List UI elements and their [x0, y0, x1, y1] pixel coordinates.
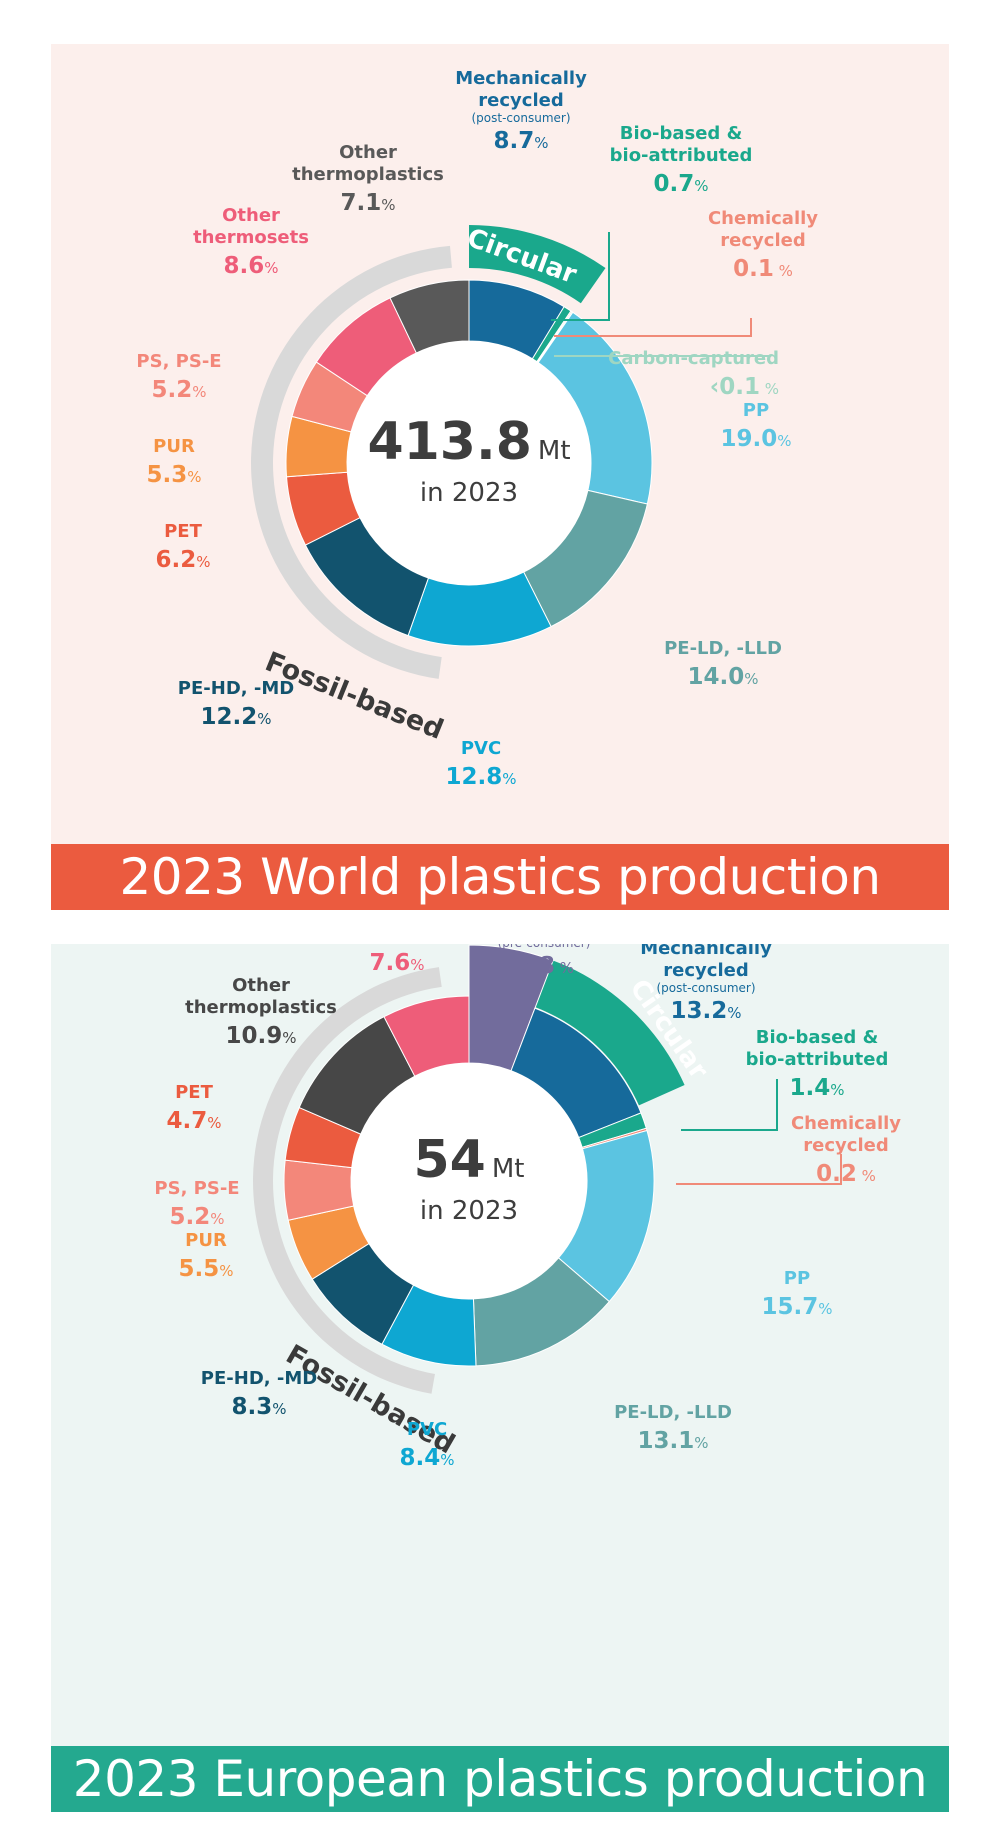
europe-value-label: 15.7%	[761, 1294, 832, 1320]
europe-category-label: thermoplastics	[185, 997, 337, 1018]
world-category-label: PE-HD, -MD	[178, 678, 294, 699]
world-total-subtitle: in 2023	[420, 478, 518, 508]
world-category-label: recycled	[478, 90, 563, 111]
europe-value-label: 7.6%	[369, 950, 424, 976]
europe-total-subtitle: in 2023	[420, 1196, 518, 1226]
world-category-label: Other	[222, 205, 280, 226]
europe-label-pe-ld-lld: PE-LD, -LLD 13.1%	[614, 1402, 732, 1454]
europe-value-label: 0.2 %	[816, 1161, 876, 1187]
world-label-pe-hd-md: PE-HD, -MD 12.2%	[178, 678, 294, 730]
world-value-label: ‹0.1 %	[710, 374, 779, 400]
world-category-label: Bio-based &	[620, 123, 743, 144]
world-label-bio-based-bio-attributed: Bio-based &bio-attributed 0.7%	[610, 123, 753, 197]
europe-label-pet: PET 4.7%	[166, 1082, 221, 1134]
world-circular-band	[469, 225, 606, 304]
europe-value-label: 8.3%	[231, 1394, 286, 1420]
world-category-label: Chemically	[708, 208, 818, 229]
europe-label-pp: PP 15.7%	[761, 1268, 832, 1320]
europe-category-label: PS, PS-E	[154, 1178, 239, 1199]
world-value-label: 6.2%	[155, 547, 210, 573]
world-fossil-ring	[251, 245, 452, 679]
world-category-label: PP	[743, 400, 769, 421]
world-value-label: 12.8%	[445, 764, 516, 790]
world-category-label: thermosets	[193, 227, 309, 248]
world-value-label: 8.7%	[493, 128, 548, 154]
world-category-label: PS, PS-E	[136, 351, 221, 372]
europe-category-label: recycled	[803, 1135, 888, 1156]
world-chart-title: 2023 World plastics production	[51, 844, 949, 910]
world-center-hole	[347, 341, 591, 585]
europe-category-label: PUR	[185, 1230, 227, 1251]
europe-value-label: 13.2%	[670, 998, 741, 1024]
europe-value-label: 13.1%	[637, 1428, 708, 1454]
europe-category-label: Other	[232, 975, 290, 996]
europe-category-sublabel: (pre-consumer)	[498, 944, 591, 950]
world-category-label: PUR	[153, 436, 195, 457]
europe-category-label: PE-LD, -LLD	[614, 1402, 732, 1423]
europe-label-pe-hd-md: PE-HD, -MD 8.3%	[201, 1368, 317, 1420]
world-category-label: thermoplastics	[292, 164, 444, 185]
europe-leader-line	[676, 1154, 842, 1185]
world-label-ps-ps-e: PS, PS-E 5.2%	[136, 351, 221, 403]
world-leader-line	[554, 318, 752, 337]
world-value-label: 14.0%	[687, 664, 758, 690]
europe-value-label: 4.7%	[166, 1108, 221, 1134]
world-leader-line	[551, 232, 610, 321]
europe-label-bio-based-bio-attributed: Bio-based &bio-attributed 1.4%	[746, 1027, 889, 1101]
europe-category-label: PE-HD, -MD	[201, 1368, 317, 1389]
world-label-pet: PET 6.2%	[155, 521, 210, 573]
world-label-pp: PP 19.0%	[720, 400, 791, 452]
world-category-label: Carbon-captured	[608, 348, 779, 369]
europe-leader-line	[681, 1079, 778, 1131]
europe-value-label: 1.4%	[789, 1075, 844, 1101]
world-value-label: 12.2%	[200, 704, 271, 730]
europe-category-label: PVC	[407, 1419, 447, 1440]
europe-value-label: 5.2%	[169, 1204, 224, 1230]
europe-label-pur: PUR 5.5%	[178, 1230, 233, 1282]
world-category-label: Mechanically	[455, 68, 587, 89]
world-value-label: 0.7%	[653, 171, 708, 197]
world-label-pvc: PVC 12.8%	[445, 738, 516, 790]
europe-category-label: bio-attributed	[746, 1049, 889, 1070]
world-category-label: bio-attributed	[610, 145, 753, 166]
world-label-pur: PUR 5.3%	[146, 436, 201, 488]
world-category-label: Other	[339, 142, 397, 163]
world-value-label: 0.1 %	[733, 256, 793, 282]
world-value-label: 7.1%	[340, 190, 395, 216]
world-value-label: 5.2%	[151, 377, 206, 403]
europe-category-label: Chemically	[791, 1113, 901, 1134]
europe-category-sublabel: (post-consumer)	[656, 981, 755, 995]
world-label-pe-ld-lld: PE-LD, -LLD 14.0%	[664, 638, 782, 690]
world-category-sublabel: (post-consumer)	[471, 111, 570, 125]
world-label-carbon-captured: Carbon-captured ‹0.1 %	[608, 348, 779, 400]
europe-fossil-ring	[252, 967, 442, 1394]
world-category-label: PVC	[461, 738, 501, 759]
world-category-label: PE-LD, -LLD	[664, 638, 782, 659]
europe-center-hole	[351, 1063, 587, 1299]
europe-chart-title: 2023 European plastics production	[51, 1746, 949, 1812]
europe-category-label: Mechanically	[640, 944, 772, 959]
europe-category-label: Bio-based &	[756, 1027, 879, 1048]
world-category-label: PET	[164, 521, 202, 542]
europe-label-ps-ps-e: PS, PS-E 5.2%	[154, 1178, 239, 1230]
europe-value-label: 5.5%	[178, 1256, 233, 1282]
world-value-label: 5.3%	[146, 462, 201, 488]
europe-slice-mechanically-recycled-pre-consumer	[468, 944, 554, 1072]
europe-value-label: 10.9%	[225, 1023, 296, 1049]
europe-category-label: recycled	[663, 960, 748, 981]
world-value-label: 19.0%	[720, 426, 791, 452]
europe-category-label: PET	[175, 1082, 213, 1103]
europe-category-label: PP	[784, 1268, 810, 1289]
world-value-label: 8.6%	[223, 253, 278, 279]
europe-category-label: thermosets	[339, 944, 455, 945]
europe-value-label: 5.8 %	[514, 953, 574, 979]
world-category-label: recycled	[720, 230, 805, 251]
